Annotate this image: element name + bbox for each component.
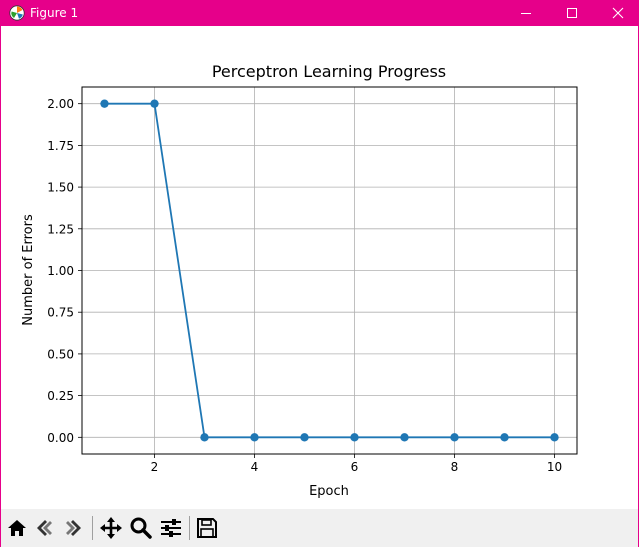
save-button[interactable] bbox=[194, 515, 220, 541]
configure-subplots-button[interactable] bbox=[158, 515, 184, 541]
toolbar-separator bbox=[189, 516, 190, 540]
x-tick-label: 8 bbox=[451, 460, 459, 474]
minimize-button[interactable] bbox=[503, 0, 549, 26]
forward-button[interactable] bbox=[60, 515, 86, 541]
maximize-button[interactable] bbox=[549, 0, 595, 26]
y-tick-label: 0.00 bbox=[47, 431, 74, 445]
back-button[interactable] bbox=[32, 515, 58, 541]
data-point bbox=[300, 433, 309, 442]
grid bbox=[82, 87, 577, 454]
data-point bbox=[550, 433, 559, 442]
x-axis-label: Epoch bbox=[309, 484, 349, 499]
x-tick-label: 10 bbox=[547, 460, 562, 474]
window-title: Figure 1 bbox=[30, 6, 79, 20]
data-point bbox=[500, 433, 509, 442]
ticks: 2 4 6 8 10 0.00 0.25 0.50 0.75 1.00 1.25 1.50 1.75 2.… bbox=[47, 97, 562, 474]
y-tick-label: 0.25 bbox=[47, 389, 74, 403]
zoom-icon bbox=[130, 517, 152, 539]
zoom-button[interactable] bbox=[128, 515, 154, 541]
chart-title: Perceptron Learning Progress bbox=[212, 62, 446, 81]
x-tick-label: 4 bbox=[251, 460, 259, 474]
y-tick-label: 1.00 bbox=[47, 264, 74, 278]
minimize-icon bbox=[521, 13, 531, 14]
y-tick-label: 1.50 bbox=[47, 181, 74, 195]
y-tick-label: 1.25 bbox=[47, 222, 74, 236]
data-point bbox=[350, 433, 359, 442]
x-tick-label: 2 bbox=[151, 460, 159, 474]
chart: 2 4 6 8 10 0.00 0.25 0.50 0.75 1.00 1.25 1.50 1.75 2.… bbox=[21, 62, 578, 499]
y-tick-label: 2.00 bbox=[47, 97, 74, 111]
y-axis-label: Number of Errors bbox=[21, 214, 36, 326]
x-tick-label: 6 bbox=[351, 460, 359, 474]
home-button[interactable] bbox=[4, 515, 30, 541]
y-tick-label: 0.50 bbox=[47, 347, 74, 361]
data-point bbox=[200, 433, 209, 442]
configure-subplots-icon bbox=[161, 519, 181, 537]
close-icon bbox=[612, 7, 624, 19]
maximize-icon bbox=[567, 8, 577, 18]
back-icon bbox=[37, 520, 52, 536]
data-point bbox=[450, 433, 459, 442]
series-line bbox=[104, 102, 555, 439]
data-point bbox=[100, 99, 109, 108]
save-icon bbox=[197, 518, 217, 538]
data-point bbox=[250, 433, 259, 442]
matplotlib-logo-icon bbox=[9, 5, 25, 21]
y-tick-label: 1.75 bbox=[47, 139, 74, 153]
pan-button[interactable] bbox=[98, 515, 124, 541]
home-icon bbox=[8, 520, 26, 536]
window-titlebar: Figure 1 bbox=[0, 0, 639, 26]
navigation-toolbar bbox=[1, 509, 638, 547]
y-tick-label: 0.75 bbox=[47, 306, 74, 320]
data-point bbox=[150, 99, 159, 108]
toolbar-separator bbox=[92, 516, 93, 540]
series bbox=[100, 99, 559, 442]
data-point bbox=[400, 433, 409, 442]
close-button[interactable] bbox=[595, 0, 639, 26]
pan-icon bbox=[100, 517, 122, 539]
forward-icon bbox=[66, 520, 81, 536]
figure-canvas: 2 4 6 8 10 0.00 0.25 0.50 0.75 1.00 1.25 1.50 1.75 2.… bbox=[1, 26, 638, 508]
